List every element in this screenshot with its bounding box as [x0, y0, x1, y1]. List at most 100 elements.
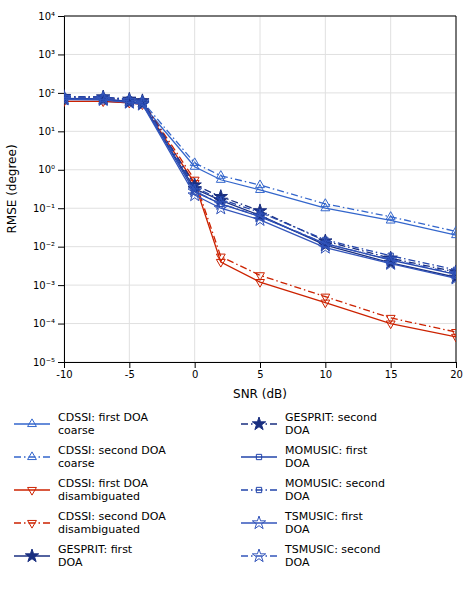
- tick-label: 10⁻³: [33, 280, 55, 291]
- marker: [127, 97, 132, 102]
- line: [64, 99, 456, 278]
- marker: [64, 91, 71, 104]
- marker: [449, 267, 456, 280]
- legend-item: TSMUSIC: secondDOA: [241, 543, 381, 569]
- grid-line: [64, 323, 456, 324]
- legend-swatch: [14, 489, 50, 490]
- tick-label: 10³: [38, 49, 55, 60]
- marker: [188, 184, 201, 197]
- legend-marker: [256, 487, 261, 492]
- tick: 10⁻¹: [33, 203, 64, 214]
- legend-label: MOMUSIC: secondDOA: [285, 477, 385, 503]
- tick-mark: [58, 54, 64, 55]
- tick-label: 10²: [38, 88, 55, 99]
- tick-label: 0: [192, 369, 198, 380]
- axis-line: [65, 363, 457, 369]
- legend-swatch: [241, 555, 277, 556]
- legend-label: TSMUSIC: secondDOA: [284, 543, 381, 569]
- tick-mark: [58, 208, 64, 209]
- grid-line: [260, 16, 261, 362]
- legend-label: TSMUSIC: firstDOA: [284, 510, 364, 536]
- tick-mark: [58, 93, 64, 94]
- tick-label: 10⁻⁴: [33, 318, 55, 329]
- tick-mark: [260, 362, 261, 368]
- tick: 10⁻⁴: [33, 318, 64, 329]
- tick: 10⁻⁵: [33, 357, 64, 368]
- legend-swatch: [241, 522, 277, 523]
- line: [64, 101, 456, 336]
- frame: [64, 16, 456, 17]
- tick-mark: [58, 247, 64, 248]
- tick: 10¹: [38, 126, 64, 137]
- tick: 0: [192, 362, 198, 380]
- x-axis: -10-505101520: [56, 362, 463, 380]
- legend-item: MOMUSIC: firstDOA: [241, 444, 368, 470]
- tick-mark: [129, 362, 130, 368]
- plot-area: [64, 90, 456, 342]
- marker: [384, 253, 397, 266]
- tick: -10: [56, 362, 72, 380]
- tick-label: 5: [257, 369, 263, 380]
- legend-marker: [28, 452, 37, 460]
- series: [64, 96, 456, 277]
- marker: [321, 294, 330, 302]
- marker: [256, 180, 265, 188]
- grid: [64, 16, 456, 362]
- marker: [190, 158, 199, 166]
- tick: 10⁰: [38, 164, 64, 175]
- legend: CDSSI: first DOAcoarse CDSSI: second DOAc…: [14, 411, 385, 569]
- legend-item: CDSSI: second DOAcoarse: [14, 444, 166, 470]
- series: [64, 91, 456, 280]
- legend-marker: [256, 454, 261, 459]
- grid-line: [129, 16, 130, 362]
- marker: [321, 199, 330, 207]
- marker: [214, 197, 227, 210]
- series: [64, 93, 456, 234]
- marker: [452, 226, 456, 234]
- grid-line: [390, 16, 391, 362]
- tick-label: 10⁴: [38, 11, 55, 22]
- tick-label: 10¹: [38, 126, 55, 137]
- tick-label: 10⁻²: [33, 241, 55, 252]
- tick-mark: [325, 362, 326, 368]
- legend-marker: [252, 549, 265, 562]
- tick-mark: [58, 324, 64, 325]
- line: [64, 97, 456, 270]
- line: [64, 98, 456, 274]
- axis-line: [58, 17, 65, 363]
- tick-mark: [58, 285, 64, 286]
- legend-item: CDSSI: second DOAdisambiguated: [14, 510, 166, 536]
- series: [64, 99, 456, 342]
- tick-label: -10: [56, 369, 72, 380]
- tick-label: 20: [450, 369, 463, 380]
- legend-item: TSMUSIC: firstDOA: [241, 510, 364, 536]
- x-axis-title: SNR (dB): [233, 387, 287, 401]
- frame: [456, 16, 457, 362]
- tick-mark: [195, 362, 196, 368]
- series: [64, 92, 456, 284]
- tick-label: 10⁰: [38, 164, 55, 175]
- legend-label: GESPRIT: secondDOA: [285, 411, 377, 437]
- legend-label: CDSSI: second DOAcoarse: [58, 444, 166, 470]
- legend-marker: [252, 516, 265, 529]
- tick-mark: [58, 131, 64, 132]
- marker: [253, 209, 266, 222]
- legend-label: CDSSI: first DOAdisambiguated: [58, 477, 148, 503]
- marker: [123, 94, 136, 107]
- marker: [216, 254, 225, 262]
- grid-line: [64, 246, 456, 247]
- tick-label: 15: [385, 369, 398, 380]
- marker: [386, 212, 395, 220]
- grid-line: [64, 16, 456, 17]
- line: [64, 101, 456, 235]
- tick: 10²: [38, 88, 64, 99]
- tick-mark: [456, 362, 457, 368]
- tick: 15: [385, 362, 398, 380]
- legend-label: GESPRIT: firstDOA: [58, 543, 133, 569]
- legend-swatch: [14, 456, 50, 457]
- legend-item: CDSSI: first DOAdisambiguated: [14, 477, 148, 503]
- tick: 10: [319, 362, 332, 380]
- y-axis: 10⁻⁵ 10⁻⁴ 10⁻³ 10⁻² 10⁻¹ 10⁰ 10¹ 10² 10³ 10⁴: [33, 11, 65, 368]
- legend-item: CDSSI: first DOAcoarse: [14, 411, 148, 437]
- grid-line: [64, 54, 456, 55]
